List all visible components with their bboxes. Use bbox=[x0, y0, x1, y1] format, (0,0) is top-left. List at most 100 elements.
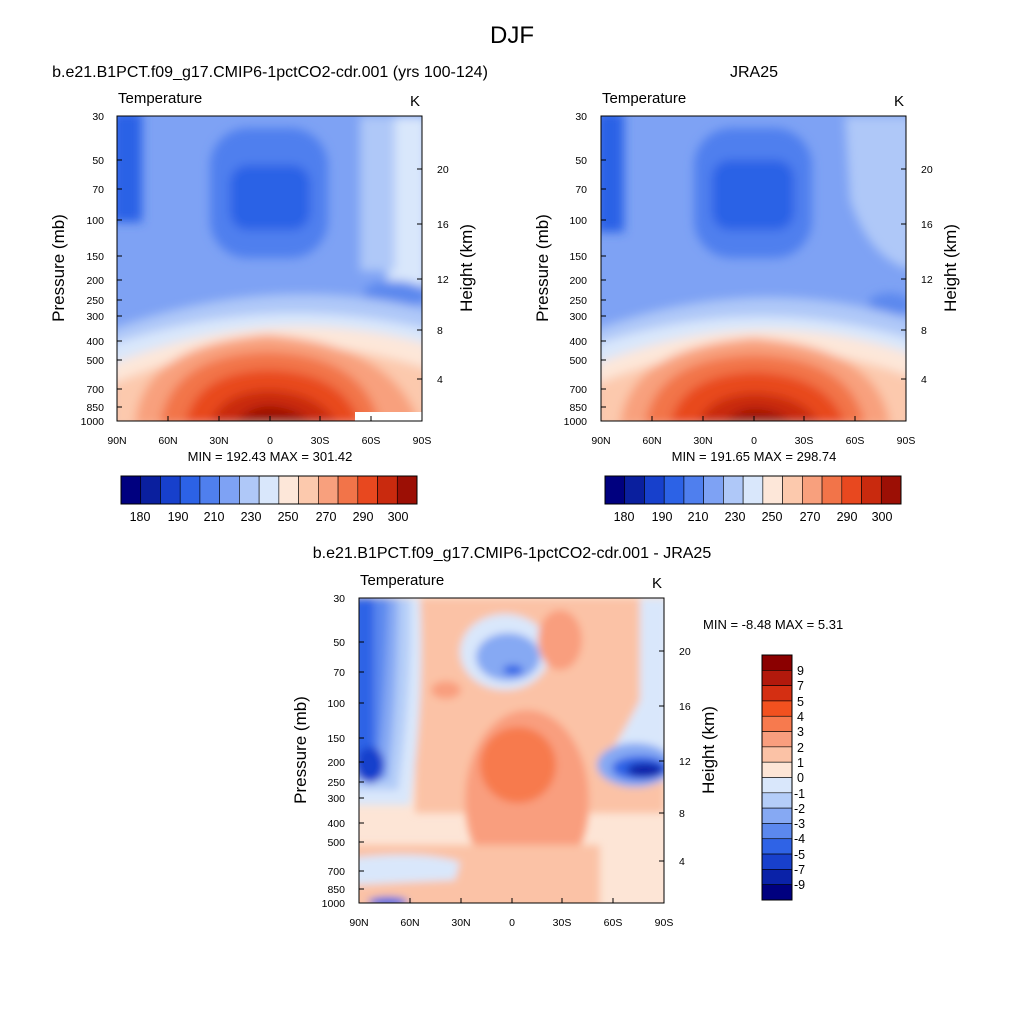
y-tick: 500 bbox=[327, 837, 345, 849]
y-tick: 850 bbox=[569, 402, 587, 414]
colorbar-label: 190 bbox=[652, 510, 673, 524]
colorbar-label: 250 bbox=[762, 510, 783, 524]
colorbar-swatch bbox=[761, 746, 793, 763]
y-axis-left: 30 50 70 100 150 200 250 300 400 500 700… bbox=[533, 111, 606, 428]
x-tick: 30S bbox=[553, 917, 572, 929]
colorbar-swatch bbox=[821, 475, 843, 505]
x-tick: 30N bbox=[693, 435, 712, 447]
y-tick: 250 bbox=[327, 777, 345, 789]
y-tick: 100 bbox=[327, 698, 345, 710]
y-tick: 850 bbox=[86, 402, 104, 414]
y-axis-left: 30 50 70 100 150 200 250 300 400 500 700… bbox=[49, 111, 122, 428]
colorbar-label: 4 bbox=[797, 710, 804, 724]
x-tick: 30N bbox=[451, 917, 470, 929]
y-tick-right: 16 bbox=[921, 219, 933, 231]
colorbar-swatch bbox=[742, 475, 764, 505]
y-axis-label: Pressure (mb) bbox=[533, 214, 552, 322]
colorbar-label: 290 bbox=[353, 510, 374, 524]
colorbar-swatch bbox=[761, 838, 793, 855]
colorbar-swatch bbox=[377, 475, 398, 505]
colorbar-swatch bbox=[683, 475, 704, 505]
colorbar-swatch bbox=[861, 475, 882, 505]
y-axis-right-label: Height (km) bbox=[699, 706, 718, 794]
x-axis: 90N 60N 30N 0 30S 60S 90S bbox=[591, 416, 915, 447]
colorbar-swatch bbox=[841, 475, 862, 505]
y-tick: 200 bbox=[327, 757, 345, 769]
colorbar-swatch bbox=[357, 475, 378, 505]
colorbar-label: 5 bbox=[797, 695, 804, 709]
colorbar-label: 180 bbox=[614, 510, 635, 524]
x-tick: 30S bbox=[795, 435, 814, 447]
y-tick: 1000 bbox=[564, 416, 588, 428]
colorbar-swatch bbox=[239, 475, 260, 505]
y-tick: 30 bbox=[92, 111, 104, 123]
y-tick: 70 bbox=[333, 667, 345, 679]
colorbar-label: -2 bbox=[794, 802, 805, 816]
y-tick: 500 bbox=[86, 355, 104, 367]
colorbar-swatch bbox=[761, 792, 793, 809]
colorbar-label: 9 bbox=[797, 664, 804, 678]
colorbar-swatch bbox=[802, 475, 823, 505]
colorbar-label: 250 bbox=[278, 510, 299, 524]
colorbar-swatch bbox=[761, 670, 793, 686]
colorbar-swatch bbox=[258, 475, 280, 505]
y-tick: 30 bbox=[333, 593, 345, 605]
x-tick: 60N bbox=[400, 917, 419, 929]
x-tick: 0 bbox=[751, 435, 757, 447]
x-tick: 60S bbox=[362, 435, 381, 447]
x-tick: 60S bbox=[604, 917, 623, 929]
x-tick: 90N bbox=[349, 917, 368, 929]
colorbar-swatch bbox=[140, 475, 161, 505]
x-tick: 60S bbox=[846, 435, 865, 447]
colorbar-swatch bbox=[624, 475, 645, 505]
x-tick: 0 bbox=[509, 917, 515, 929]
y-tick-right: 20 bbox=[679, 646, 691, 658]
colorbar-label: 270 bbox=[800, 510, 821, 524]
min-max-label: MIN = 191.65 MAX = 298.74 bbox=[672, 449, 837, 464]
units-label: K bbox=[410, 93, 420, 110]
y-tick: 150 bbox=[327, 733, 345, 745]
colorbar-swatches bbox=[120, 475, 418, 505]
colorbar-label: 270 bbox=[316, 510, 337, 524]
y-axis-right-label: Height (km) bbox=[457, 224, 476, 312]
panel-reanalysis: JRA25 Temperature K bbox=[533, 64, 960, 524]
y-tick: 300 bbox=[86, 311, 104, 323]
colorbar-label: 230 bbox=[241, 510, 262, 524]
colorbar-label: -9 bbox=[794, 878, 805, 892]
colorbar-swatch bbox=[761, 807, 793, 824]
y-tick-right: 16 bbox=[437, 219, 449, 231]
colorbar-swatch bbox=[703, 475, 724, 505]
colorbar-swatch bbox=[160, 475, 181, 505]
colorbar-swatch bbox=[761, 731, 793, 748]
y-tick: 250 bbox=[569, 295, 587, 307]
colorbar: 180 190 210 230 250 270 290 300 bbox=[120, 475, 418, 524]
colorbar-label: -1 bbox=[794, 787, 805, 801]
contour-field bbox=[359, 598, 664, 903]
colorbar-swatch bbox=[723, 475, 744, 505]
variable-label: Temperature bbox=[360, 572, 444, 589]
colorbar-swatch bbox=[644, 475, 665, 505]
colorbar-label: 3 bbox=[797, 725, 804, 739]
units-label: K bbox=[894, 93, 904, 110]
x-tick: 90N bbox=[591, 435, 610, 447]
y-axis-label: Pressure (mb) bbox=[49, 214, 68, 322]
x-tick: 0 bbox=[267, 435, 273, 447]
y-tick-right: 12 bbox=[437, 274, 449, 286]
colorbar-swatch bbox=[179, 475, 201, 505]
y-tick-right: 16 bbox=[679, 701, 691, 713]
colorbar-swatch bbox=[782, 475, 803, 505]
y-tick-right: 12 bbox=[679, 756, 691, 768]
colorbar: 9 7 5 4 3 2 1 0 -1 -2 -3 -4 -5 -7 -9 bbox=[761, 654, 805, 901]
y-tick: 200 bbox=[86, 275, 104, 287]
y-tick: 400 bbox=[569, 336, 587, 348]
colorbar-swatch bbox=[278, 475, 299, 505]
x-tick: 30N bbox=[209, 435, 228, 447]
x-tick: 30S bbox=[311, 435, 330, 447]
y-tick-right: 8 bbox=[437, 325, 443, 337]
contour-field bbox=[117, 116, 422, 421]
y-tick-right: 20 bbox=[921, 164, 933, 176]
colorbar-swatch bbox=[761, 761, 793, 778]
x-axis: 90N 60N 30N 0 30S 60S 90S bbox=[349, 898, 673, 929]
y-tick: 50 bbox=[333, 637, 345, 649]
